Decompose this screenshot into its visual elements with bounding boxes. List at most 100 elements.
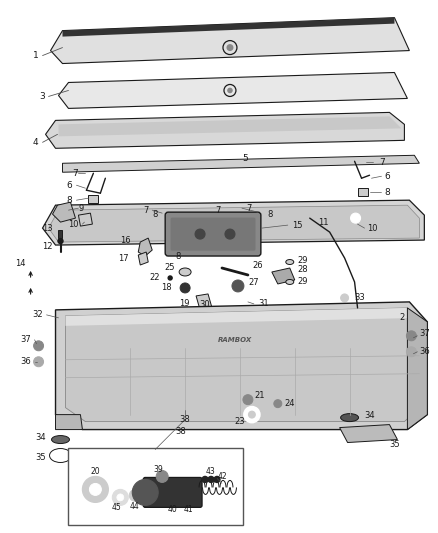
Text: 6: 6: [67, 181, 72, 190]
Text: 38: 38: [180, 415, 191, 424]
Circle shape: [129, 489, 141, 502]
Circle shape: [225, 229, 235, 239]
Polygon shape: [66, 308, 419, 326]
Text: 7: 7: [246, 204, 251, 213]
Bar: [88, 195, 99, 203]
Circle shape: [133, 493, 138, 498]
Text: 27: 27: [248, 278, 258, 287]
Polygon shape: [138, 238, 152, 256]
Text: 8: 8: [153, 209, 158, 219]
Ellipse shape: [52, 435, 70, 443]
Text: 4: 4: [33, 138, 39, 147]
Text: 7: 7: [143, 206, 148, 215]
Text: 7: 7: [379, 158, 385, 167]
Polygon shape: [339, 425, 397, 442]
Text: 35: 35: [389, 440, 400, 449]
Circle shape: [388, 314, 396, 322]
Text: 3: 3: [39, 92, 45, 101]
Text: 30: 30: [199, 301, 210, 309]
Text: 39: 39: [153, 465, 163, 474]
Text: 11: 11: [318, 217, 328, 227]
Circle shape: [227, 87, 233, 93]
Text: 9: 9: [78, 204, 84, 213]
Polygon shape: [66, 308, 419, 422]
Circle shape: [244, 407, 260, 423]
Text: 32: 32: [32, 310, 42, 319]
Text: 13: 13: [42, 224, 53, 232]
Text: 37: 37: [20, 335, 31, 344]
Text: 19: 19: [180, 300, 190, 309]
Text: 23: 23: [234, 417, 245, 426]
Polygon shape: [53, 202, 75, 222]
Polygon shape: [407, 308, 427, 430]
Text: 29: 29: [298, 278, 308, 286]
Text: 42: 42: [218, 472, 228, 481]
Circle shape: [243, 394, 253, 405]
Text: 33: 33: [355, 294, 365, 302]
Text: 8: 8: [67, 196, 72, 205]
Circle shape: [58, 239, 63, 244]
Text: 22: 22: [150, 273, 160, 282]
Ellipse shape: [49, 449, 71, 463]
Circle shape: [156, 471, 168, 482]
Polygon shape: [42, 200, 424, 245]
Ellipse shape: [341, 414, 359, 422]
Text: 31: 31: [258, 300, 268, 309]
Text: 44: 44: [129, 502, 139, 511]
FancyBboxPatch shape: [165, 212, 261, 256]
Circle shape: [112, 489, 128, 505]
Circle shape: [132, 480, 158, 505]
Circle shape: [350, 213, 360, 223]
Circle shape: [34, 341, 43, 351]
Circle shape: [274, 400, 282, 408]
Text: 7: 7: [215, 206, 221, 215]
Bar: [68, 448, 243, 526]
Text: 6: 6: [385, 172, 390, 181]
Ellipse shape: [286, 260, 294, 264]
Text: 1: 1: [33, 51, 39, 60]
Text: 21: 21: [255, 391, 265, 400]
Text: 17: 17: [118, 254, 128, 263]
Circle shape: [82, 477, 108, 503]
Polygon shape: [272, 268, 295, 284]
Polygon shape: [56, 415, 82, 430]
Text: 34: 34: [364, 411, 375, 420]
Bar: [57, 230, 63, 238]
Circle shape: [34, 357, 43, 367]
Text: 24: 24: [285, 399, 295, 408]
Text: 14: 14: [15, 259, 25, 268]
Text: 36: 36: [419, 348, 430, 356]
Text: 38: 38: [175, 427, 186, 436]
Polygon shape: [50, 18, 410, 63]
Text: 29: 29: [298, 255, 308, 264]
Ellipse shape: [179, 268, 191, 276]
Circle shape: [248, 410, 256, 418]
Text: 16: 16: [120, 236, 130, 245]
Text: 20: 20: [91, 467, 100, 476]
Circle shape: [117, 494, 124, 501]
Bar: [357, 188, 367, 196]
Text: 5: 5: [242, 154, 248, 163]
Circle shape: [165, 273, 175, 283]
Text: 43: 43: [205, 467, 215, 476]
Circle shape: [168, 276, 172, 280]
Text: 7: 7: [73, 169, 78, 177]
Text: 2: 2: [399, 313, 405, 322]
Ellipse shape: [286, 279, 294, 285]
Circle shape: [224, 296, 232, 304]
Circle shape: [232, 280, 244, 292]
Text: 37: 37: [419, 329, 430, 338]
Circle shape: [341, 294, 349, 302]
Polygon shape: [196, 294, 212, 310]
FancyBboxPatch shape: [170, 217, 256, 251]
Polygon shape: [63, 155, 419, 172]
Polygon shape: [46, 112, 404, 148]
Polygon shape: [63, 18, 395, 37]
Text: 8: 8: [175, 252, 180, 261]
Polygon shape: [78, 213, 92, 226]
Text: 8: 8: [385, 188, 390, 197]
Circle shape: [208, 477, 214, 482]
Text: 34: 34: [35, 433, 46, 442]
Text: 10: 10: [367, 224, 378, 232]
Circle shape: [214, 477, 220, 482]
